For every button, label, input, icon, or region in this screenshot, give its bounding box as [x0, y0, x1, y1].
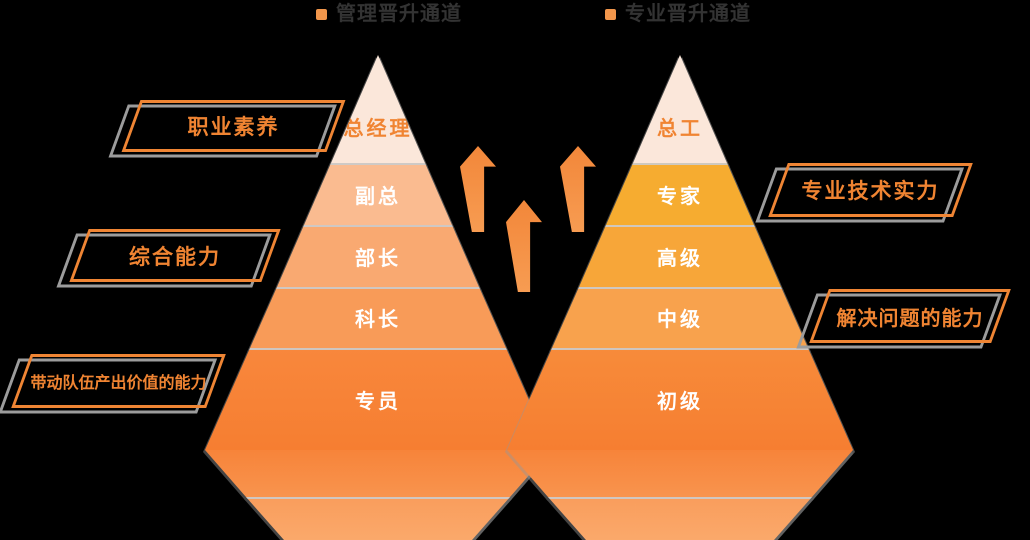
pyramid-base: [507, 450, 853, 497]
tier-label: 副总: [355, 185, 401, 208]
capability-label-professionalism: 职业素养: [108, 100, 346, 158]
label-text: 解决问题的能力: [836, 307, 984, 330]
management-pyramid: 总经理 副总 部长 科长 专员: [205, 55, 551, 540]
pyramid-tier: 中级: [552, 287, 808, 348]
pyramid-base: [246, 497, 510, 540]
capability-label-problem-solving: 解决问题的能力: [796, 289, 1011, 349]
legend-marker-icon: [605, 8, 616, 20]
pyramid-base: [548, 497, 812, 540]
label-text: 专业技术实力: [801, 180, 940, 203]
professional-pyramid: 总工 专家 高级 中级 初级: [507, 55, 853, 540]
capability-label-team-output: 带动队伍产出价值的能力: [0, 354, 226, 414]
label-text: 带动队伍产出价值的能力: [30, 375, 207, 392]
tier-label: 科长: [355, 309, 401, 331]
tier-label: 总经理: [343, 118, 413, 140]
pyramid-tier: 科长: [250, 287, 506, 348]
tier-label: 中级: [657, 309, 703, 331]
tier-label: 部长: [355, 247, 401, 270]
tier-label: 初级: [657, 390, 703, 413]
pyramid-tier: 总工: [633, 55, 727, 163]
capability-label-comprehensive: 综合能力: [56, 229, 281, 288]
legend-label: 专业晋升通道: [625, 3, 751, 25]
tier-label: 专员: [355, 390, 401, 413]
tier-label: 总工: [657, 118, 703, 140]
pyramid-tier: 专家: [606, 163, 754, 225]
legend-label: 管理晋升通道: [336, 3, 462, 25]
legend-marker-icon: [316, 8, 327, 20]
pyramid-tier: 专员: [205, 348, 551, 450]
legend-professional: 专业晋升通道: [605, 2, 751, 26]
pyramid-base: [205, 450, 551, 497]
tier-label: 专家: [657, 185, 703, 208]
legend-management: 管理晋升通道: [316, 2, 462, 26]
label-text: 职业素养: [187, 116, 280, 139]
capability-label-technical-strength: 专业技术实力: [755, 163, 973, 223]
label-text: 综合能力: [129, 245, 221, 269]
tier-label: 高级: [657, 247, 703, 270]
pyramid-tier: 高级: [579, 225, 781, 287]
pyramid-tier: 副总: [304, 163, 452, 225]
pyramid-tier: 初级: [507, 348, 853, 450]
pyramid-tier: 部长: [277, 225, 479, 287]
